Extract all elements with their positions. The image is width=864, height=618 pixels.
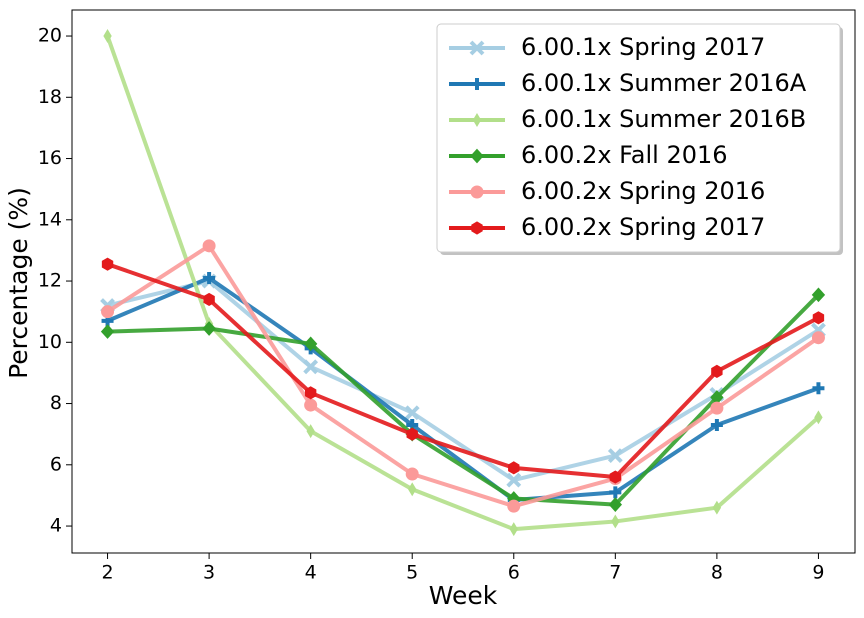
x-tick-label: 6 xyxy=(508,562,520,584)
series-line xyxy=(107,279,820,483)
legend-label: 6.00.2x Spring 2016 xyxy=(521,177,765,205)
y-tick-label: 4 xyxy=(50,515,62,537)
marker xyxy=(404,405,420,421)
marker xyxy=(303,336,318,352)
legend: 6.00.1x Spring 2017 6.00.1x Summer 2016A 6… xyxy=(436,23,843,255)
marker xyxy=(711,364,723,378)
marker xyxy=(710,418,723,431)
x-axis-label: Week xyxy=(429,581,498,610)
marker xyxy=(303,359,319,375)
y-axis-label: Percentage (%) xyxy=(4,187,33,379)
legend-marker xyxy=(470,148,484,164)
marker xyxy=(712,500,722,515)
x-tick-label: 9 xyxy=(812,562,824,584)
marker xyxy=(710,401,724,415)
marker xyxy=(507,499,521,513)
y-tick-label: 14 xyxy=(38,208,62,230)
marker xyxy=(203,271,216,284)
marker xyxy=(100,324,115,339)
legend-label: 6.00.2x Fall 2016 xyxy=(521,141,728,169)
marker xyxy=(406,427,418,441)
plot-frame xyxy=(71,9,856,554)
series-line xyxy=(106,243,820,509)
series-line xyxy=(105,35,820,532)
series-line xyxy=(107,293,820,507)
legend-box xyxy=(436,23,841,253)
marker xyxy=(812,382,825,395)
legend-label: 6.00.1x Summer 2016B xyxy=(521,105,806,133)
x-tick-label: 7 xyxy=(609,562,621,584)
marker xyxy=(609,486,622,499)
marker xyxy=(304,386,317,400)
y-tick-label: 6 xyxy=(50,453,62,475)
x-tick-label: 2 xyxy=(101,562,113,584)
marker xyxy=(306,424,315,439)
marker xyxy=(202,321,216,336)
marker xyxy=(405,467,419,481)
marker xyxy=(508,461,520,475)
x-tick-label: 3 xyxy=(203,562,215,584)
marker xyxy=(506,472,522,488)
legend-marker xyxy=(471,78,483,90)
marker xyxy=(101,305,115,319)
legend-label: 6.00.1x Spring 2017 xyxy=(521,33,765,61)
x-tick-label: 8 xyxy=(711,562,723,584)
legend-label: 6.00.1x Summer 2016A xyxy=(521,69,807,97)
marker xyxy=(611,514,620,529)
marker xyxy=(101,257,114,271)
legend-marker xyxy=(472,113,482,127)
legend-marker xyxy=(469,40,485,56)
y-tick-label: 8 xyxy=(50,392,62,414)
legend-marker xyxy=(470,185,484,199)
legend-marker xyxy=(471,221,483,235)
marker xyxy=(608,497,623,512)
series-line xyxy=(106,275,820,503)
marker xyxy=(203,292,215,306)
marker xyxy=(509,522,518,537)
marker xyxy=(607,448,623,464)
y-tick-label: 12 xyxy=(38,270,62,292)
x-tick-label: 4 xyxy=(305,562,317,584)
series-line xyxy=(106,262,820,480)
y-tick-label: 18 xyxy=(38,86,62,108)
marker xyxy=(811,287,826,303)
marker xyxy=(609,470,622,484)
marker xyxy=(811,331,825,345)
marker xyxy=(408,482,417,497)
marker xyxy=(812,311,825,325)
legend-label: 6.00.2x Spring 2017 xyxy=(521,213,765,241)
marker xyxy=(304,398,318,412)
y-tick-label: 20 xyxy=(38,25,62,47)
y-tick-label: 16 xyxy=(38,147,62,169)
x-tick-label: 5 xyxy=(406,562,418,584)
marker xyxy=(202,239,216,253)
marker xyxy=(814,410,823,425)
marker xyxy=(103,29,112,44)
y-tick-label: 10 xyxy=(38,331,62,353)
